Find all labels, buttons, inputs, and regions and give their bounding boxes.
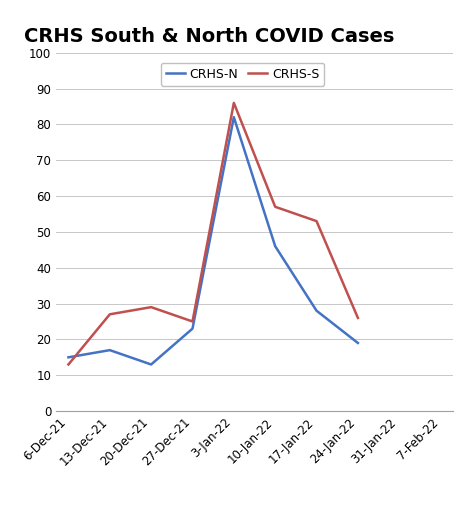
CRHS-S [272,203,278,210]
CRHS-N [66,354,71,360]
CRHS-N [231,114,237,120]
CRHS-S [231,100,237,106]
CRHS-N [272,243,278,249]
CRHS-S [355,315,361,321]
CRHS-S [66,362,71,368]
CRHS-S [107,311,113,317]
CRHS-S [190,318,195,325]
CRHS-N [314,308,319,314]
Line: CRHS-S: CRHS-S [69,103,358,365]
CRHS-N [149,362,154,368]
Legend: CRHS-N, CRHS-S: CRHS-N, CRHS-S [161,63,325,85]
CRHS-N [190,326,195,332]
CRHS-N [107,347,113,353]
Line: CRHS-N: CRHS-N [69,117,358,365]
Text: CRHS South & North COVID Cases: CRHS South & North COVID Cases [24,26,395,46]
CRHS-S [314,218,319,225]
CRHS-S [149,304,154,310]
CRHS-N [355,340,361,346]
